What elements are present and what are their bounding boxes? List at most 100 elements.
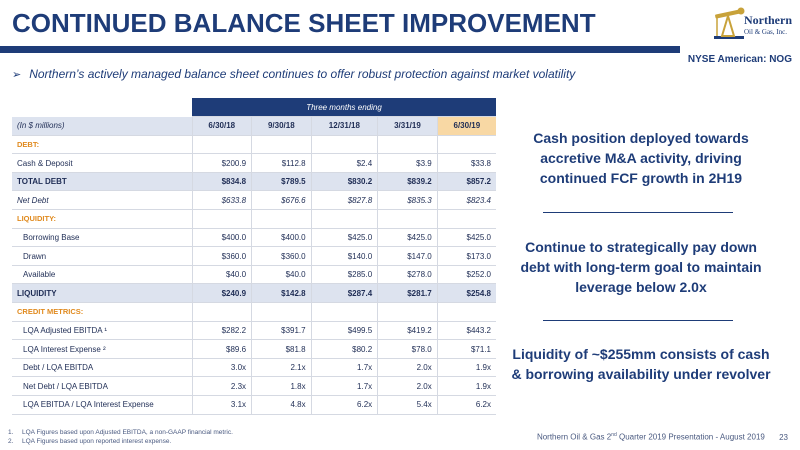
table-cell: 5.4x [377, 395, 438, 415]
row-label: Borrowing Base [12, 228, 192, 248]
unit-label: (In $ millions) [12, 116, 192, 136]
table-row: Cash & Deposit $200.9 $112.8 $2.4 $3.9 $33.8 [12, 153, 496, 173]
table-cell: $285.0 [310, 265, 378, 285]
table-cell: $391.7 [251, 321, 312, 341]
table-row: Net Debt $633.8 $676.6 $827.8 $835.3 $823.4 [12, 190, 496, 211]
table-cell: $173.0 [436, 246, 496, 266]
footnotes: 1. LQA Figures based upon Adjusted EBITD… [8, 428, 233, 446]
footer-text: Northern Oil & Gas 2 [536, 432, 612, 442]
footnote: 2. LQA Figures based upon reported inter… [8, 438, 172, 445]
table-cell: 6.2x [436, 395, 496, 415]
table-cell: $443.2 [436, 321, 496, 341]
footnote: 1. LQA Figures based upon Adjusted EBITD… [8, 429, 233, 436]
table-cell: $789.5 [251, 172, 312, 192]
table-cell: $835.3 [377, 190, 438, 211]
side-point-debt: Continue to strategically pay down debt … [520, 239, 762, 295]
column-header: 12/31/18 [310, 116, 378, 136]
table-cell: $278.0 [377, 265, 438, 285]
table-cell: $287.4 [310, 283, 378, 304]
table-cell: $147.0 [377, 246, 438, 266]
row-label: Net Debt / LQA EBITDA [12, 376, 192, 396]
table-cell: $71.1 [436, 339, 496, 359]
row-label: Debt / LQA EBITDA [12, 358, 192, 378]
table-cell: $240.9 [191, 283, 252, 304]
table-cell [251, 302, 312, 322]
row-label: DEBT: [12, 135, 192, 155]
table-cell [191, 209, 252, 229]
table-cell: $81.8 [251, 339, 312, 359]
table-cell: $633.8 [191, 190, 252, 211]
table-cell: 6.2x [310, 395, 378, 415]
table-cell: $425.0 [310, 228, 378, 248]
table-header-row: (In $ millions) 6/30/18 9/30/18 12/31/18… [12, 116, 496, 136]
table-cell: $857.2 [436, 172, 496, 192]
table-cell: $40.0 [191, 265, 252, 285]
table-cell: $499.5 [310, 321, 378, 341]
table-cell [377, 135, 438, 155]
table-cell: $834.8 [191, 172, 252, 192]
table-cell [310, 302, 378, 322]
table-cell: 2.0x [377, 358, 438, 378]
table-row: Debt / LQA EBITDA 3.0x 2.1x 1.7x 2.0x 1.9x [12, 358, 496, 378]
table-span-header-row: Three months ending [12, 98, 496, 118]
side-point-cash: Cash position deployed towards accretive… [533, 130, 749, 186]
footer: Northern Oil & Gas 2nd Quarter 2019 Pres… [537, 432, 788, 442]
table-cell: $112.8 [251, 153, 312, 173]
table-cell [377, 209, 438, 229]
table-cell: $425.0 [377, 228, 438, 248]
table-cell: 3.1x [191, 395, 252, 415]
row-label: Net Debt [12, 190, 192, 211]
table-row: LIQUIDITY $240.9 $142.8 $287.4 $281.7 $254.8 [12, 283, 496, 304]
table-cell: 1.9x [436, 358, 496, 378]
table-cell [191, 135, 252, 155]
row-label: TOTAL DEBT [12, 172, 192, 192]
table-cell [436, 135, 496, 155]
table-cell: 1.9x [436, 376, 496, 396]
table-cell: $89.6 [191, 339, 252, 359]
table-cell: 2.0x [377, 376, 438, 396]
row-label: Drawn [12, 246, 192, 266]
row-label: Available [12, 265, 192, 285]
column-header-current: 6/30/19 [436, 116, 496, 136]
section-row: CREDIT METRICS: [12, 302, 496, 322]
section-row: LIQUIDITY: [12, 209, 496, 229]
company-logo: Northern Oil & Gas, Inc. [712, 2, 794, 46]
row-label: LQA Adjusted EBITDA ¹ [12, 321, 192, 341]
table-cell: 2.1x [251, 358, 312, 378]
ticker-label: NYSE American: NOG [687, 54, 792, 65]
table-cell: 1.8x [251, 376, 312, 396]
table-cell: $419.2 [377, 321, 438, 341]
table-cell: $830.2 [310, 172, 378, 192]
divider [543, 320, 733, 321]
row-label: LIQUIDITY [12, 283, 192, 304]
table-cell: 2.3x [191, 376, 252, 396]
table-row: LQA Interest Expense ² $89.6 $81.8 $80.2 $78… [12, 339, 496, 359]
column-header: 6/30/18 [191, 116, 252, 136]
table-cell: $425.0 [436, 228, 496, 248]
table-cell: $3.9 [377, 153, 438, 173]
pumpjack-icon [714, 7, 745, 39]
table-cell: $400.0 [251, 228, 312, 248]
table-row: Available $40.0 $40.0 $285.0 $278.0 $252.0 [12, 265, 496, 285]
table-cell: 1.7x [310, 376, 378, 396]
table-row: LQA EBITDA / LQA Interest Expense 3.1x 4.8… [12, 395, 496, 415]
footer-text-rest: Quarter 2019 Presentation - August 2019 [616, 432, 765, 442]
table-cell: $80.2 [310, 339, 378, 359]
table-row: LQA Adjusted EBITDA ¹ $282.2 $391.7 $499.5 $… [12, 321, 496, 341]
table-cell [251, 209, 312, 229]
table-cell: $142.8 [251, 283, 312, 304]
footer-sup: nd [611, 432, 617, 438]
logo-name: Northern [744, 13, 792, 27]
headline-bullet: ➢ Northern’s actively managed balance sh… [12, 67, 575, 81]
table-cell [251, 135, 312, 155]
logo-subname: Oil & Gas, Inc. [744, 28, 787, 36]
side-point-liquidity: Liquidity of ~$255mm consists of cash & … [511, 346, 771, 382]
column-header: 9/30/18 [251, 116, 312, 136]
table-cell: $78.0 [377, 339, 438, 359]
page-title: CONTINUED BALANCE SHEET IMPROVEMENT [12, 8, 596, 38]
table-cell: $254.8 [436, 283, 496, 304]
table-cell: $33.8 [436, 153, 496, 173]
table-cell: $140.0 [310, 246, 378, 266]
table-row: Net Debt / LQA EBITDA 2.3x 1.8x 1.7x 2.0x 1.9… [12, 376, 496, 396]
table-cell: 3.0x [191, 358, 252, 378]
